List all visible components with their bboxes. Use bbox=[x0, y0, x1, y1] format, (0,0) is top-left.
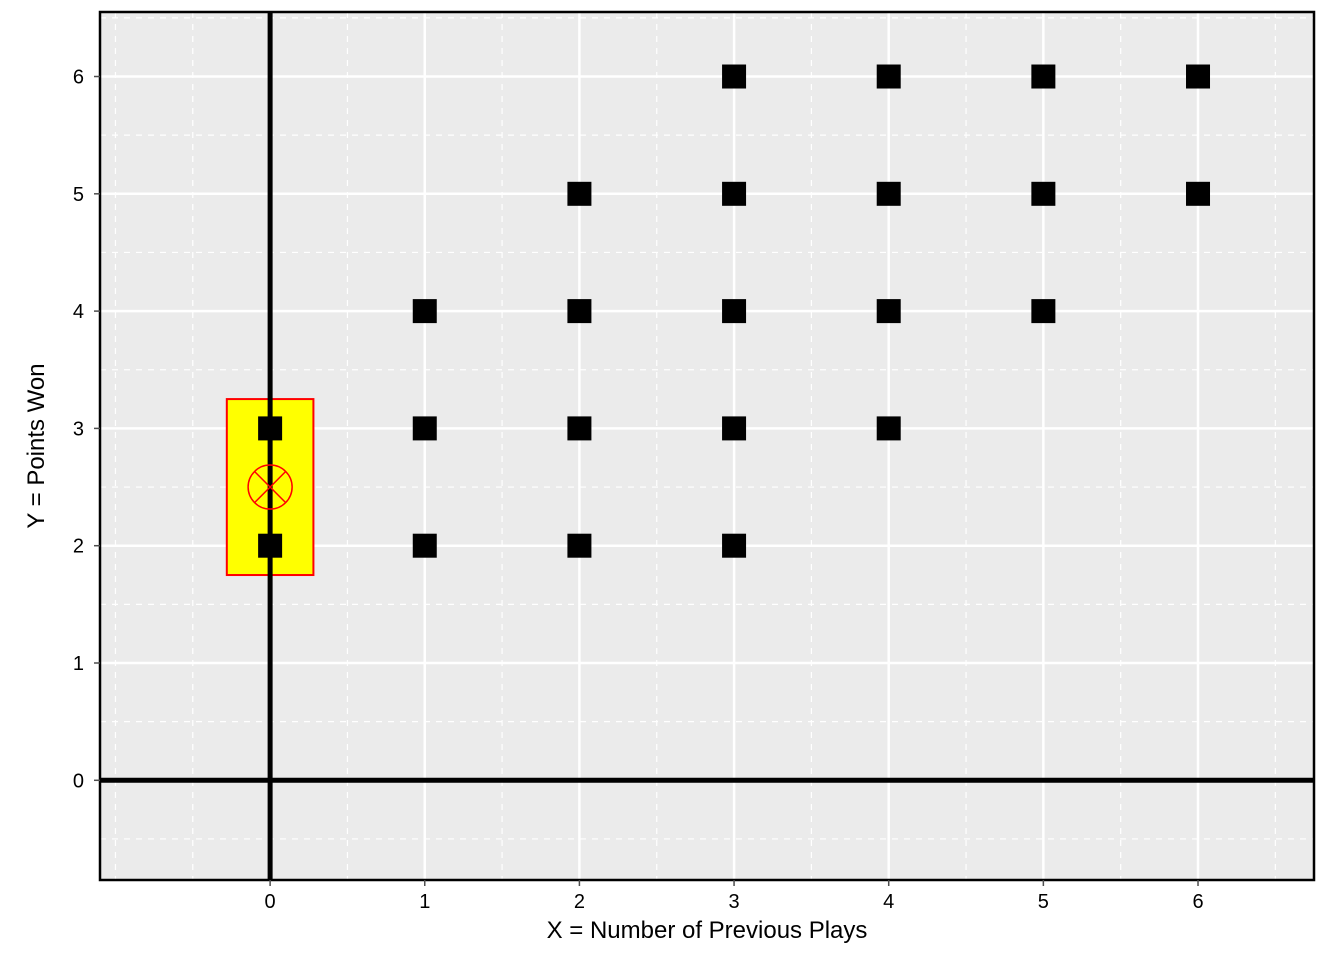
data-point bbox=[877, 416, 901, 440]
data-point bbox=[567, 534, 591, 558]
y-tick-label: 5 bbox=[73, 184, 84, 206]
data-point bbox=[722, 534, 746, 558]
x-tick-label: 0 bbox=[265, 891, 276, 913]
x-tick-label: 5 bbox=[1038, 891, 1049, 913]
data-point bbox=[1031, 182, 1055, 206]
x-tick-label: 6 bbox=[1192, 891, 1203, 913]
data-point bbox=[567, 416, 591, 440]
data-point bbox=[413, 534, 437, 558]
y-tick-label: 6 bbox=[73, 67, 84, 89]
y-tick-label: 4 bbox=[73, 301, 84, 323]
y-tick-label: 0 bbox=[73, 770, 84, 792]
data-point bbox=[722, 299, 746, 323]
data-point bbox=[1186, 182, 1210, 206]
y-tick-label: 3 bbox=[73, 418, 84, 440]
x-tick-label: 3 bbox=[729, 891, 740, 913]
x-tick-label: 2 bbox=[574, 891, 585, 913]
y-tick-label: 2 bbox=[73, 536, 84, 558]
data-point bbox=[258, 534, 282, 558]
x-axis-label: X = Number of Previous Plays bbox=[547, 917, 868, 944]
data-point bbox=[567, 299, 591, 323]
data-point bbox=[1186, 65, 1210, 89]
scatter-chart: 0 1 2 3 4 5 6 0 1 2 3 4 5 6 X = Number of Previous Pla… bbox=[0, 0, 1344, 960]
y-axis-label: Y = Points Won bbox=[23, 363, 50, 528]
data-point bbox=[877, 65, 901, 89]
data-point bbox=[258, 416, 282, 440]
data-point bbox=[877, 299, 901, 323]
x-tick-label: 1 bbox=[419, 891, 430, 913]
data-point bbox=[722, 65, 746, 89]
data-point bbox=[877, 182, 901, 206]
data-point bbox=[413, 416, 437, 440]
data-point bbox=[1031, 299, 1055, 323]
data-point bbox=[722, 416, 746, 440]
chart-container: 0 1 2 3 4 5 6 0 1 2 3 4 5 6 X = Number of Previous Pla… bbox=[0, 0, 1344, 960]
data-point bbox=[567, 182, 591, 206]
y-tick-label: 1 bbox=[73, 653, 84, 675]
data-point bbox=[722, 182, 746, 206]
x-tick-label: 4 bbox=[883, 891, 894, 913]
data-point bbox=[1031, 65, 1055, 89]
data-point bbox=[413, 299, 437, 323]
